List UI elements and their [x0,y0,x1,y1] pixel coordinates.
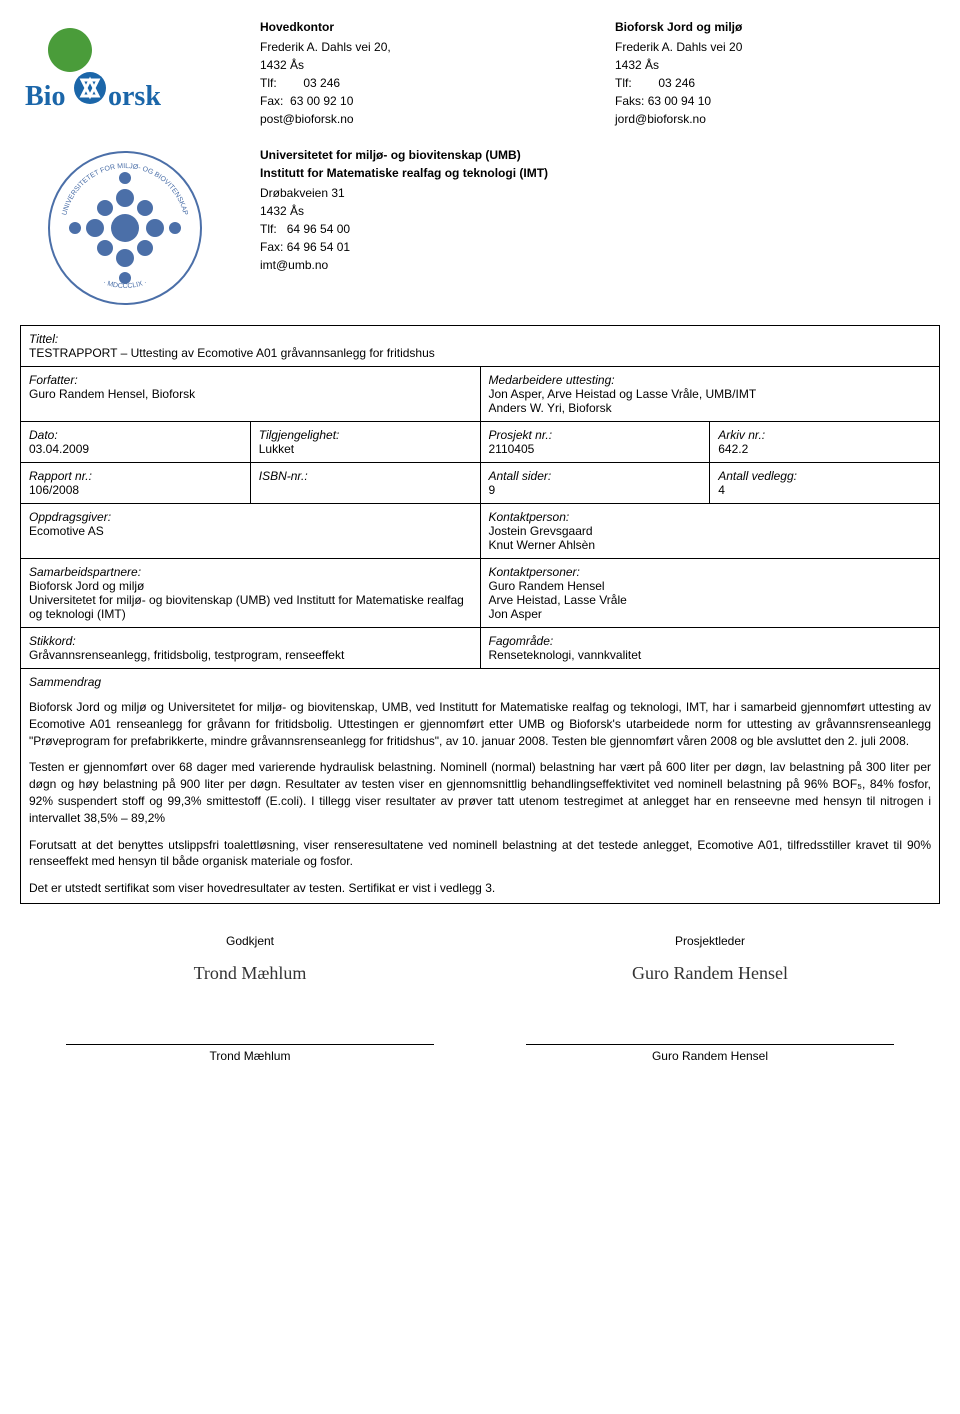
forfatter-cell: Forfatter: Guro Randem Hensel, Bioforsk [21,367,481,422]
fagomrade-cell: Fagområde: Renseteknologi, vannkvalitet [480,628,940,669]
oppdragsgiver-value: Ecomotive AS [29,524,472,538]
sammendrag-p1: Bioforsk Jord og miljø og Universitetet … [29,699,931,749]
tilgjengelighet-label: Tilgjengelighet: [259,428,472,442]
antallvedlegg-label: Antall vedlegg: [718,469,931,483]
oppdragsgiver-label: Oppdragsgiver: [29,510,472,524]
rapportnr-cell: Rapport nr.: 106/2008 [21,463,251,504]
hq-email: post@bioforsk.no [260,110,585,128]
stikkord-value: Gråvannsrenseanlegg, fritidsbolig, testp… [29,648,472,662]
dato-cell: Dato: 03.04.2009 [21,422,251,463]
stikkord-label: Stikkord: [29,634,472,648]
sammendrag-p3: Forutsatt at det benyttes utslippsfri to… [29,837,931,871]
godkjent-name: Trond Mæhlum [66,1044,434,1063]
prosjektleder-col: Prosjektleder Guro Randem Hensel Guro Ra… [526,934,894,1063]
header: Bio orsk Hovedkontor Frederik A. Dahls v… [20,20,940,128]
umb-title1: Universitetet for miljø- og biovitenskap… [260,148,940,162]
dato-value: 03.04.2009 [29,442,242,456]
isbn-label: ISBN-nr.: [259,469,472,483]
hq-title: Hovedkontor [260,20,585,34]
umb-line2: 1432 Ås [260,202,940,220]
samarbeidspartnere-label: Samarbeidspartnere: [29,565,472,579]
arkivnr-value: 642.2 [718,442,931,456]
arkivnr-cell: Arkiv nr.: 642.2 [710,422,940,463]
sammendrag-label: Sammendrag [29,675,931,689]
rapportnr-label: Rapport nr.: [29,469,242,483]
prosjektnr-value: 2110405 [489,442,702,456]
tittel-label: Tittel: [29,332,931,346]
kontaktpersoner-cell: Kontaktpersoner: Guro Randem Hensel Arve… [480,559,940,628]
hq-line1: Frederik A. Dahls vei 20, [260,38,585,56]
umb-seal: UNIVERSITETET FOR MILJØ- OG BIOVITENSKAP… [20,148,230,311]
antallsider-cell: Antall sider: 9 [480,463,710,504]
medarbeidere-cell: Medarbeidere uttesting: Jon Asper, Arve … [480,367,940,422]
row2: UNIVERSITETET FOR MILJØ- OG BIOVITENSKAP… [20,148,940,311]
dept-title: Bioforsk Jord og miljø [615,20,940,34]
sammendrag-p2: Testen er gjennomført over 68 dager med … [29,759,931,826]
sammendrag-p4: Det er utstedt sertifikat som viser hove… [29,880,931,897]
kontaktpersoner-label: Kontaktpersoner: [489,565,932,579]
prosjektnr-cell: Prosjekt nr.: 2110405 [480,422,710,463]
samarbeidspartnere-value: Bioforsk Jord og miljø Universitetet for… [29,579,472,621]
dept-line1: Frederik A. Dahls vei 20 [615,38,940,56]
umb-line1: Drøbakveien 31 [260,184,940,202]
godkjent-label: Godkjent [66,934,434,948]
forfatter-value: Guro Randem Hensel, Bioforsk [29,387,472,401]
prosjektleder-label: Prosjektleder [526,934,894,948]
metadata-table: Tittel: TESTRAPPORT – Uttesting av Ecomo… [20,325,940,904]
umb-email: imt@umb.no [260,256,940,274]
svg-text:orsk: orsk [108,81,161,112]
logo-area: Bio orsk [20,20,230,128]
tilgjengelighet-cell: Tilgjengelighet: Lukket [250,422,480,463]
arkivnr-label: Arkiv nr.: [718,428,931,442]
hq-address: Hovedkontor Frederik A. Dahls vei 20, 14… [260,20,585,128]
godkjent-col: Godkjent Trond Mæhlum Trond Mæhlum [66,934,434,1063]
prosjektleder-signature: Guro Randem Hensel [526,954,894,994]
hq-line2: 1432 Ås [260,56,585,74]
samarbeidspartnere-cell: Samarbeidspartnere: Bioforsk Jord og mil… [21,559,481,628]
hq-tlf: Tlf: 03 246 [260,74,585,92]
tittel-value: TESTRAPPORT – Uttesting av Ecomotive A01… [29,346,931,360]
medarbeidere-label: Medarbeidere uttesting: [489,373,932,387]
umb-tlf: Tlf: 64 96 54 00 [260,220,940,238]
oppdragsgiver-cell: Oppdragsgiver: Ecomotive AS [21,504,481,559]
umb-seal-icon: UNIVERSITETET FOR MILJØ- OG BIOVITENSKAP… [45,148,205,308]
tilgjengelighet-value: Lukket [259,442,472,456]
antallsider-label: Antall sider: [489,469,702,483]
forfatter-label: Forfatter: [29,373,472,387]
sammendrag-cell: Sammendrag Bioforsk Jord og miljø og Uni… [21,669,940,904]
dept-email: jord@bioforsk.no [615,110,940,128]
prosjektleder-name: Guro Randem Hensel [526,1044,894,1063]
kontaktperson-value: Jostein Grevsgaard Knut Werner Ahlsèn [489,524,932,552]
dept-fax: Faks: 63 00 94 10 [615,92,940,110]
antallvedlegg-cell: Antall vedlegg: 4 [710,463,940,504]
prosjektnr-label: Prosjekt nr.: [489,428,702,442]
umb-title2: Institutt for Matematiske realfag og tek… [260,166,940,180]
kontaktperson-label: Kontaktperson: [489,510,932,524]
dato-label: Dato: [29,428,242,442]
fagomrade-value: Renseteknologi, vannkvalitet [489,648,932,662]
signature-row: Godkjent Trond Mæhlum Trond Mæhlum Prosj… [20,934,940,1063]
dept-line2: 1432 Ås [615,56,940,74]
antallvedlegg-value: 4 [718,483,931,497]
kontaktperson-cell: Kontaktperson: Jostein Grevsgaard Knut W… [480,504,940,559]
isbn-cell: ISBN-nr.: [250,463,480,504]
tittel-cell: Tittel: TESTRAPPORT – Uttesting av Ecomo… [21,326,940,367]
dept-tlf: Tlf: 03 246 [615,74,940,92]
kontaktpersoner-value: Guro Randem Hensel Arve Heistad, Lasse V… [489,579,932,621]
stikkord-cell: Stikkord: Gråvannsrenseanlegg, fritidsbo… [21,628,481,669]
umb-fax: Fax: 64 96 54 01 [260,238,940,256]
svg-text:Bio: Bio [25,81,65,112]
bioforsk-logo: Bio orsk [20,20,220,120]
umb-address: Universitetet for miljø- og biovitenskap… [260,148,940,311]
antallsider-value: 9 [489,483,702,497]
fagomrade-label: Fagområde: [489,634,932,648]
medarbeidere-value: Jon Asper, Arve Heistad og Lasse Vråle, … [489,387,932,415]
godkjent-signature: Trond Mæhlum [66,954,434,994]
dept-address: Bioforsk Jord og miljø Frederik A. Dahls… [615,20,940,128]
hq-fax: Fax: 63 00 92 10 [260,92,585,110]
rapportnr-value: 106/2008 [29,483,242,497]
